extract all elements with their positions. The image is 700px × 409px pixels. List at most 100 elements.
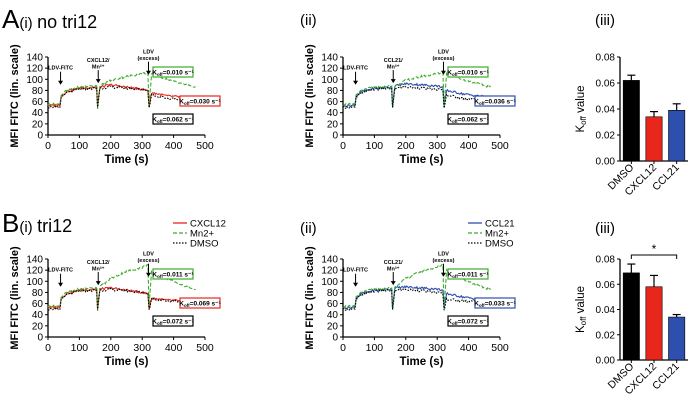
y-tick-label: 0	[37, 131, 43, 142]
koff-box	[152, 315, 194, 327]
series-dmso	[47, 85, 196, 109]
legend-label: Mn2+	[485, 229, 509, 240]
y-tick-label: 60	[32, 299, 44, 310]
x-tick-label: 0	[340, 342, 346, 354]
y-axis-label: MFI FITC (lin. scale)	[304, 246, 316, 350]
series-cxcl12	[47, 286, 196, 310]
series-mn2-	[47, 71, 196, 108]
annotation-label: Mn²⁺	[387, 64, 400, 71]
annotation-arrowhead	[58, 282, 64, 287]
annotation-arrowhead	[95, 79, 101, 84]
y-tick-label: 120	[26, 64, 43, 75]
legend-label: CXCL12	[190, 219, 226, 230]
row-a-panel-i: (i)	[19, 15, 33, 32]
koff-box	[447, 268, 489, 280]
x-tick-label: 400	[165, 342, 183, 354]
bar-ccl21	[668, 316, 686, 361]
y-tick-label: 80	[32, 86, 44, 97]
row-a-letter: A	[2, 4, 20, 34]
x-tick-label: 300	[133, 342, 151, 354]
y-tick-label: 140	[321, 53, 338, 64]
annotation-arrowhead	[353, 80, 359, 85]
bar-ccl21	[668, 110, 686, 162]
koff-label: Koff=0.062 s⁻¹	[447, 117, 489, 125]
y-tick-label: 40	[327, 108, 339, 119]
koff-box	[447, 66, 489, 78]
row-a-title: no tri12	[37, 12, 98, 32]
koff-box	[179, 95, 221, 107]
y-tick-label: 100	[321, 75, 338, 86]
annotation-arrowhead	[390, 281, 396, 286]
annotation-label: CCL21/	[384, 58, 403, 64]
y-tick-label: 60	[327, 299, 339, 310]
significance-label: *	[652, 242, 657, 256]
y-axis-label: Koff value	[575, 286, 588, 333]
bar-cxcl12	[645, 116, 663, 162]
y-tick-label: 0.00	[596, 157, 616, 168]
annotation-label: Mn²⁺	[92, 64, 105, 71]
y-tick-label: 0.04	[596, 105, 616, 116]
annotation-label: LDV-FITC	[48, 268, 73, 274]
x-axis-label: Time (s)	[105, 356, 149, 368]
y-tick-label: 0.08	[596, 53, 616, 64]
y-tick-label: 20	[327, 321, 339, 332]
annotation-label: Mn²⁺	[387, 266, 400, 273]
x-tick-label: 400	[165, 140, 183, 152]
x-tick-label: 500	[491, 140, 509, 152]
y-tick-label: 0	[332, 333, 338, 344]
y-tick-label: 80	[327, 288, 339, 299]
annotation-label: LDV-FITC	[48, 66, 73, 72]
x-tick-label: 0	[45, 140, 51, 152]
x-tick-label: 200	[102, 342, 120, 354]
annotation-label: LDV	[143, 252, 154, 258]
x-tick-label: 0	[340, 140, 346, 152]
koff-label: Koff=0.033 s⁻¹	[474, 301, 516, 309]
x-tick-label: 500	[196, 140, 214, 152]
y-tick-label: 60	[327, 97, 339, 108]
koff-label: Koff=0.036 s⁻¹	[474, 99, 516, 107]
koff-label: Koff=0.011 s⁻¹	[152, 272, 193, 280]
annotation-label: (excess)	[432, 56, 454, 62]
series-dmso	[47, 288, 196, 311]
y-tick-label: 0.04	[596, 305, 616, 316]
y-tick-label: 100	[26, 277, 43, 288]
x-axis-label: Time (s)	[105, 154, 149, 166]
koff-box	[152, 268, 194, 280]
y-tick-label: 0	[332, 131, 338, 142]
y-tick-label: 0.02	[596, 131, 616, 142]
y-tick-label: 20	[327, 119, 339, 130]
annotation-arrowhead	[440, 70, 446, 75]
annotation-arrowhead	[95, 281, 101, 286]
x-tick-label: 500	[491, 342, 509, 354]
koff-box	[447, 113, 489, 125]
bar-dmso	[622, 80, 640, 162]
koff-label: Koff=0.072 s⁻¹	[447, 319, 489, 327]
koff-label: Koff=0.010 s⁻¹	[447, 70, 489, 78]
annotation-label: CXCL12/	[87, 58, 110, 64]
koff-box	[474, 297, 516, 309]
y-tick-label: 40	[32, 108, 44, 119]
y-tick-label: 120	[321, 266, 338, 277]
y-tick-label: 120	[321, 64, 338, 75]
annotation-label: LDV	[143, 50, 154, 56]
row-b-panel-i: (i)	[19, 219, 33, 236]
row-b-panel-ii-label: (ii)	[300, 220, 317, 238]
significance-bracket	[630, 254, 678, 259]
y-tick-label: 100	[26, 75, 43, 86]
y-tick-label: 140	[26, 53, 43, 64]
row-a-panel-iii: (iii)	[595, 12, 615, 29]
x-tick-label: 100	[366, 342, 384, 354]
annotation-label: CCL21/	[384, 260, 403, 266]
x-tick-label: 200	[397, 140, 415, 152]
koff-label: Koff=0.072 s⁻¹	[152, 319, 194, 327]
series-mn2-	[342, 71, 492, 108]
legend-label: DMSO	[190, 239, 219, 250]
annotation-label: (excess)	[137, 258, 159, 264]
row-b-panel-ii: (ii)	[300, 220, 317, 237]
bar-cxcl12	[645, 286, 663, 361]
koff-box	[179, 297, 221, 309]
x-tick-label: 300	[428, 140, 446, 152]
